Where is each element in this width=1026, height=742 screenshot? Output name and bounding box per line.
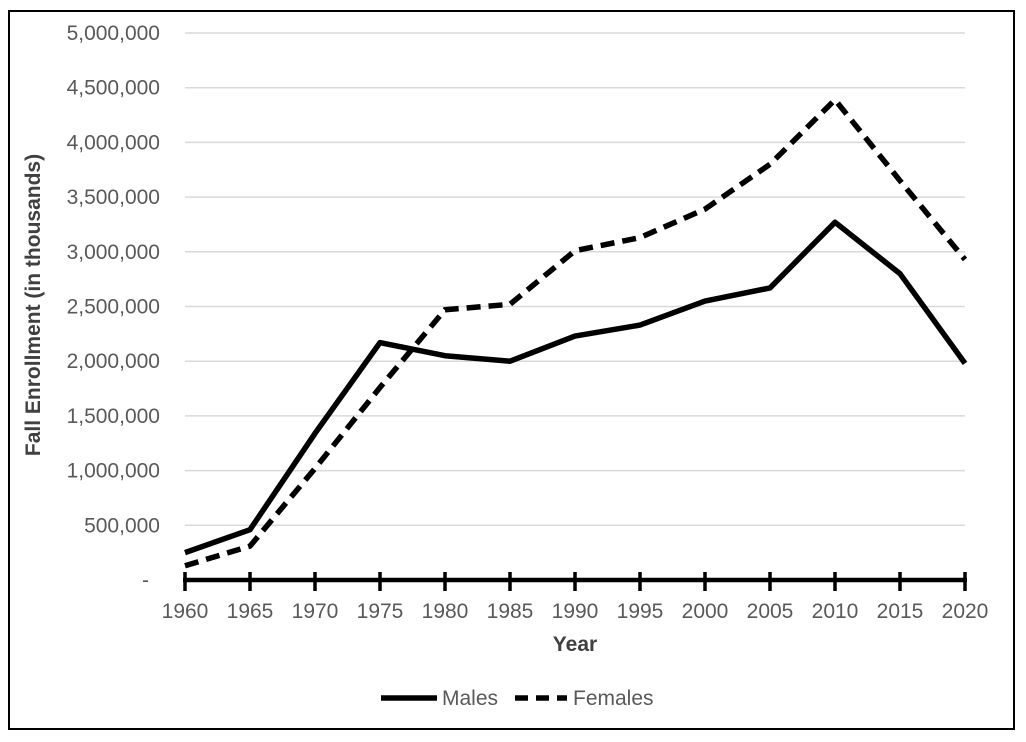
x-axis-tick-label: 1995 bbox=[617, 600, 664, 623]
x-axis-tick-label: 2005 bbox=[747, 600, 794, 623]
series-group bbox=[184, 96, 968, 569]
y-axis-tick-label: - bbox=[142, 569, 149, 592]
y-axis-tick-label: 1,500,000 bbox=[67, 405, 160, 428]
gridlines-group bbox=[185, 32, 965, 527]
y-axis-tick-labels-group: 5,000,000 4,500,000 4,000,000 3,500,000 3,00… bbox=[67, 22, 160, 592]
x-axis-title: Year bbox=[553, 633, 597, 656]
x-axis-tick-label: 1960 bbox=[162, 600, 209, 623]
y-axis-tick-label: 2,000,000 bbox=[67, 350, 160, 373]
females-line bbox=[184, 96, 968, 569]
x-axis-tick-label: 2000 bbox=[682, 600, 729, 623]
legend: Males Females bbox=[381, 687, 654, 710]
x-axis-tick-labels-group: 1960 1965 1970 1975 1980 1985 1990 1995 2000 2005… bbox=[162, 600, 989, 623]
y-axis-tick-label: 3,000,000 bbox=[67, 241, 160, 264]
x-axis-tick-label: 1990 bbox=[552, 600, 599, 623]
y-axis-tick-label: 4,000,000 bbox=[67, 131, 160, 154]
x-axis-tick-label: 2020 bbox=[942, 600, 989, 623]
y-axis-tick-label: 500,000 bbox=[84, 514, 160, 537]
legend-males-label: Males bbox=[442, 687, 498, 710]
y-axis-tick-label: 3,500,000 bbox=[67, 186, 160, 209]
x-axis-group bbox=[183, 572, 967, 591]
y-axis-tick-label: 1,000,000 bbox=[67, 460, 160, 483]
y-axis-tick-label: 5,000,000 bbox=[67, 22, 160, 45]
y-axis-title: Fall Enrollment (in thousands) bbox=[22, 154, 45, 456]
x-axis-tick-label: 1980 bbox=[422, 600, 469, 623]
x-axis-tick-label: 1975 bbox=[357, 600, 404, 623]
x-axis-tick-label: 1965 bbox=[227, 600, 274, 623]
chart-border bbox=[8, 10, 1015, 730]
legend-females-label: Females bbox=[573, 687, 654, 710]
y-axis-tick-label: 4,500,000 bbox=[67, 77, 160, 100]
x-axis-tick-label: 1985 bbox=[487, 600, 534, 623]
males-line bbox=[184, 219, 968, 556]
x-axis-tick-label: 2010 bbox=[812, 600, 859, 623]
y-axis-tick-label: 2,500,000 bbox=[67, 296, 160, 319]
x-axis-tick-label: 2015 bbox=[877, 600, 924, 623]
x-axis-tick-label: 1970 bbox=[292, 600, 339, 623]
